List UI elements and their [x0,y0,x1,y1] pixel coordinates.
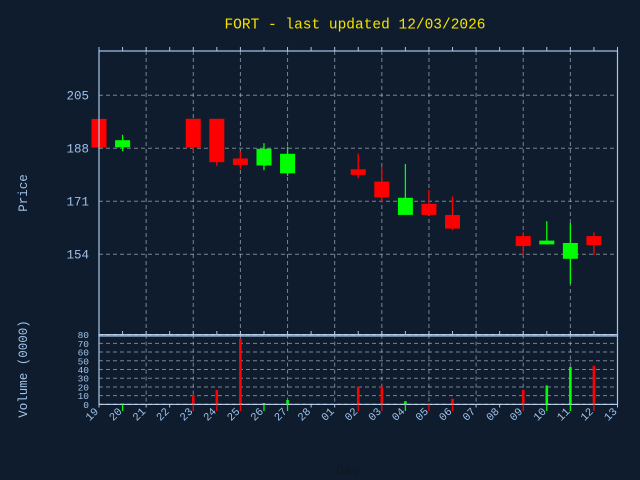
svg-text:Price: Price [17,174,31,212]
svg-text:Volume (0000): Volume (0000) [17,320,31,418]
svg-text:80: 80 [78,330,90,341]
svg-text:154: 154 [66,248,89,262]
svg-text:188: 188 [66,142,89,156]
svg-text:Day: Day [336,463,361,479]
svg-text:171: 171 [66,195,89,209]
svg-text:FORT - last updated 12/03/2026: FORT - last updated 12/03/2026 [224,18,485,34]
svg-text:205: 205 [66,89,89,103]
